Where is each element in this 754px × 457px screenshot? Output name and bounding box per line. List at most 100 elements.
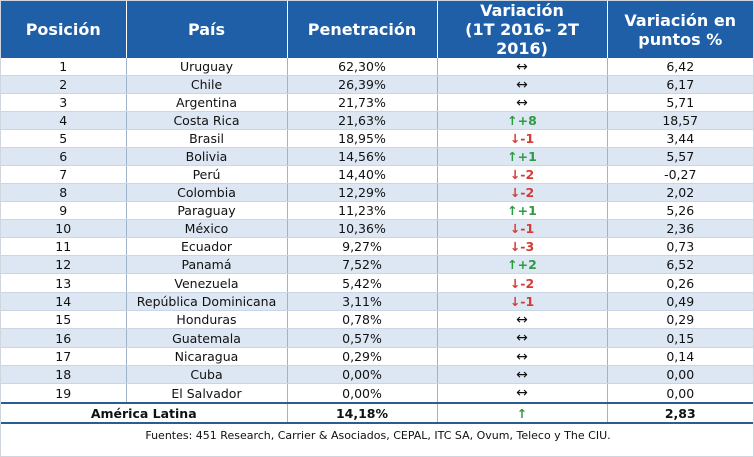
penetration-cell: 10,36% [287, 219, 438, 238]
table-row: 18 Cuba 0,00% ↔ 0,00 [1, 365, 753, 384]
penetration-cell: 0,00% [287, 383, 438, 404]
penetration-cell: 26,39% [287, 75, 438, 94]
left-right-arrow-icon: ↔ [516, 348, 528, 365]
header-points-line1: Variación en [624, 10, 737, 30]
variation-change: -2 [520, 275, 535, 291]
points-cell: 0,00 [607, 365, 753, 384]
country-cell: México [126, 219, 288, 238]
table-row: 6 Bolivia 14,56% ↑+1 5,57 [1, 147, 753, 166]
points-cell: 0,49 [607, 292, 753, 311]
variation-cell: ↑+1 [437, 201, 608, 220]
left-right-arrow-icon: ↔ [516, 366, 528, 383]
up-arrow-icon: ↑ [507, 149, 518, 164]
table-row: 17 Nicaragua 0,29% ↔ 0,14 [1, 347, 753, 366]
total-row: América Latina 14,18% ↑ 2,83 [1, 402, 753, 424]
down-arrow-icon: ↓ [509, 294, 521, 309]
country-cell: Venezuela [126, 273, 288, 293]
penetration-cell: 0,57% [287, 328, 438, 348]
variation-cell: ↓-1 [437, 292, 608, 311]
left-right-arrow-icon: ↔ [516, 94, 528, 111]
penetration-cell: 3,11% [287, 292, 438, 311]
points-cell: 6,42 [607, 58, 753, 76]
position-cell: 10 [1, 219, 127, 238]
variation-cell: ↑+8 [437, 111, 608, 130]
penetration-cell: 62,30% [287, 58, 438, 76]
header-points: Variación en puntos % [607, 1, 753, 58]
table-row: 19 El Salvador 0,00% ↔ 0,00 [1, 383, 753, 404]
table-row: 8 Colombia 12,29% ↓-2 2,02 [1, 183, 753, 202]
variation-change: -1 [520, 294, 535, 309]
points-cell: 0,73 [607, 237, 753, 256]
variation-cell: ↑+2 [437, 255, 608, 274]
position-cell: 15 [1, 310, 127, 329]
country-cell: Uruguay [126, 58, 288, 76]
header-points-line2: puntos % [638, 29, 723, 49]
variation-change: +1 [517, 149, 537, 164]
position-cell: 5 [1, 129, 127, 148]
left-right-arrow-icon: ↔ [516, 311, 528, 328]
up-arrow-icon: ↑ [507, 203, 518, 218]
variation-change: -2 [520, 167, 535, 182]
variation-cell: ↓-1 [437, 129, 608, 148]
variation-cell: ↔ [437, 383, 608, 404]
table-row: 2 Chile 26,39% ↔ 6,17 [1, 75, 753, 94]
source-note: Fuentes: 451 Research, Carrier & Asociad… [145, 429, 611, 442]
table-row: 15 Honduras 0,78% ↔ 0,29 [1, 310, 753, 329]
variation-cell: ↓-3 [437, 237, 608, 256]
header-country-label: País [187, 20, 226, 39]
penetration-table: Posición País Penetración Variación (1T … [1, 1, 753, 424]
variation-change: -1 [520, 131, 535, 146]
header-variation-line1: Variación [480, 1, 564, 20]
country-cell: Argentina [126, 93, 288, 112]
position-cell: 6 [1, 147, 127, 166]
position-cell: 16 [1, 328, 127, 348]
variation-change: +1 [517, 203, 537, 218]
country-cell: Honduras [126, 310, 288, 329]
points-cell: 18,57 [607, 111, 753, 130]
down-arrow-icon: ↓ [509, 167, 521, 182]
header-variation: Variación (1T 2016- 2T 2016) [437, 1, 608, 58]
up-arrow-icon: ↑ [507, 113, 518, 128]
variation-cell: ↔ [437, 93, 608, 112]
penetration-cell: 7,52% [287, 255, 438, 274]
variation-cell: ↑+1 [437, 147, 608, 166]
country-cell: Brasil [126, 129, 288, 148]
down-arrow-icon: ↓ [509, 131, 521, 146]
country-cell: Ecuador [126, 237, 288, 256]
position-cell: 14 [1, 292, 127, 311]
penetration-cell: 11,23% [287, 201, 438, 220]
position-cell: 1 [1, 58, 127, 76]
variation-cell: ↔ [437, 58, 608, 76]
variation-cell: ↓-2 [437, 183, 608, 202]
position-cell: 18 [1, 365, 127, 384]
country-cell: República Dominicana [126, 292, 288, 311]
country-cell: Cuba [126, 365, 288, 384]
variation-change: +8 [517, 113, 537, 128]
variation-change: -1 [520, 221, 535, 236]
penetration-cell: 21,73% [287, 93, 438, 112]
country-cell: Colombia [126, 183, 288, 202]
position-cell: 8 [1, 183, 127, 202]
down-arrow-icon: ↓ [509, 239, 521, 254]
total-penetration-cell: 14,18% [287, 402, 438, 424]
penetration-cell: 0,29% [287, 347, 438, 366]
total-label-cell: América Latina [1, 402, 288, 424]
total-points-cell: 2,83 [607, 402, 753, 424]
table-row: 1 Uruguay 62,30% ↔ 6,42 [1, 58, 753, 76]
points-cell: 2,36 [607, 219, 753, 238]
penetration-cell: 14,40% [287, 165, 438, 184]
points-cell: 3,44 [607, 129, 753, 148]
variation-cell: ↔ [437, 75, 608, 94]
header-position: Posición [1, 1, 127, 58]
table-row: 13 Venezuela 5,42% ↓-2 0,26 [1, 273, 753, 293]
position-cell: 11 [1, 237, 127, 256]
variation-cell: ↓-2 [437, 165, 608, 184]
points-cell: 0,00 [607, 383, 753, 404]
points-cell: 5,57 [607, 147, 753, 166]
points-cell: 5,26 [607, 201, 753, 220]
variation-cell: ↔ [437, 347, 608, 366]
table-row: 10 México 10,36% ↓-1 2,36 [1, 219, 753, 238]
position-cell: 4 [1, 111, 127, 130]
table-row: 9 Paraguay 11,23% ↑+1 5,26 [1, 201, 753, 220]
